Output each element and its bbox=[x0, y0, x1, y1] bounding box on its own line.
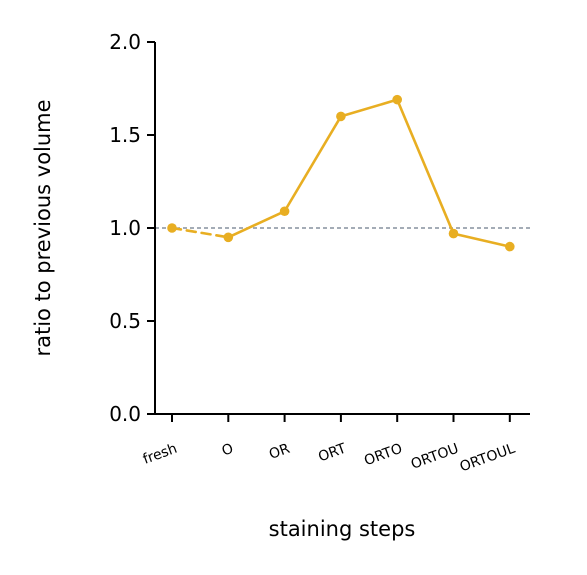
x-axis-title: staining steps bbox=[269, 517, 416, 541]
data-point bbox=[448, 228, 459, 239]
data-point bbox=[505, 241, 515, 252]
data-point bbox=[167, 223, 177, 233]
x-tick-label: OR bbox=[267, 441, 292, 463]
series-segment bbox=[339, 98, 399, 118]
y-tick-label: 0.5 bbox=[109, 309, 141, 333]
data-point bbox=[392, 94, 403, 105]
y-tick-label: 2.0 bbox=[109, 30, 141, 54]
x-tick-label: ORTOU bbox=[409, 441, 461, 473]
data-point bbox=[336, 111, 346, 122]
y-tick-label: 1.5 bbox=[109, 123, 141, 147]
y-tick-label: 0.0 bbox=[109, 402, 141, 426]
x-tick-label: fresh bbox=[141, 441, 180, 468]
data-point bbox=[223, 232, 234, 243]
series-segment bbox=[227, 209, 286, 239]
x-tick-label: O bbox=[220, 441, 236, 460]
x-tick-label: ORTOUL bbox=[458, 441, 518, 476]
x-tick-label: ORTO bbox=[362, 441, 404, 469]
series-segment bbox=[170, 226, 230, 239]
x-tick-label: ORT bbox=[316, 441, 348, 466]
series-segment bbox=[395, 98, 455, 235]
y-axis-title: ratio to previous volume bbox=[31, 99, 55, 356]
data-point bbox=[279, 206, 290, 217]
y-tick-label: 1.0 bbox=[109, 216, 141, 240]
series-segment bbox=[283, 115, 343, 213]
series-segment bbox=[452, 232, 512, 248]
